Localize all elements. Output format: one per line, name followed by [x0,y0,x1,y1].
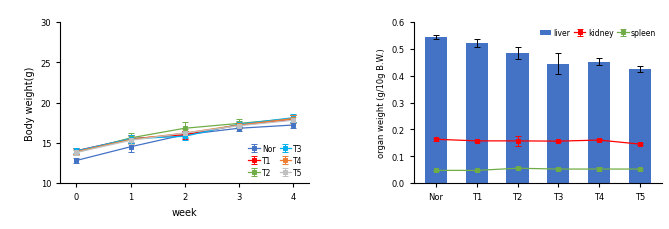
Legend: Nor, T1, T2, T3, T4, T5: Nor, T1, T2, T3, T4, T5 [246,142,305,179]
Bar [506,54,529,183]
X-axis label: week: week [172,207,197,217]
Y-axis label: organ weight (g/10g B.W.): organ weight (g/10g B.W.) [377,48,385,158]
Y-axis label: Body weight(g): Body weight(g) [25,66,35,140]
Bar [466,44,488,183]
Bar [547,64,569,183]
Bar [425,38,448,183]
Bar [629,70,651,183]
Legend: liver, kidney, spleen: liver, kidney, spleen [537,27,658,40]
Bar [588,63,610,183]
